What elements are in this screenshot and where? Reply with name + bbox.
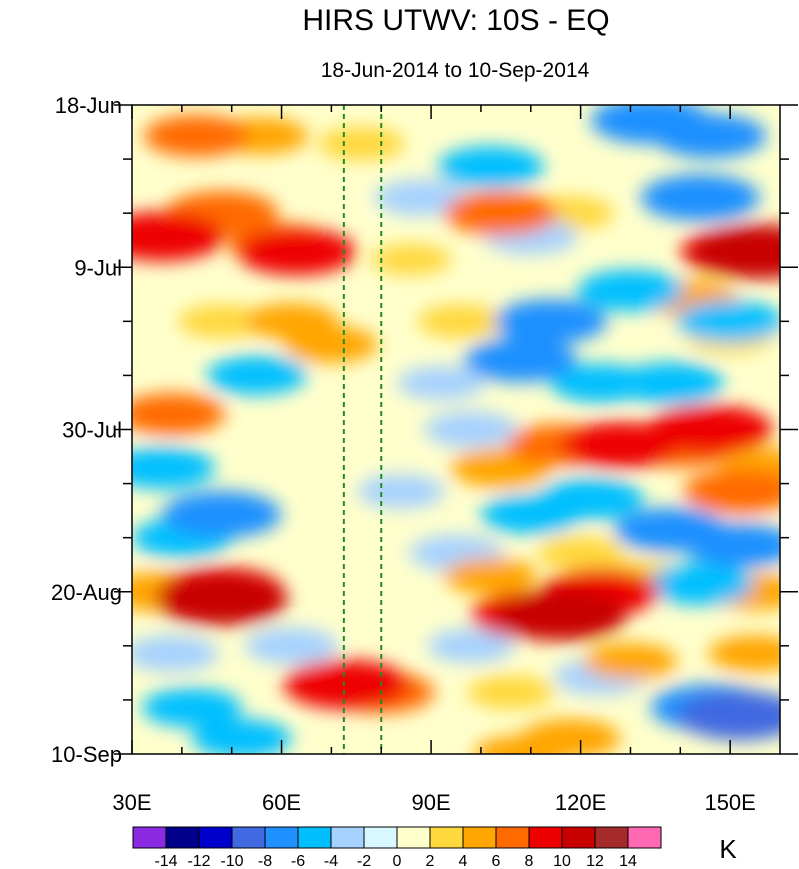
plot-area (132, 105, 780, 754)
anomaly-feature-49 (647, 563, 754, 605)
anomaly-feature-55 (494, 299, 608, 344)
y-tick-label-3: 20-Aug (51, 580, 122, 605)
colorbar-label-9: 4 (459, 853, 468, 869)
anomaly-feature-28 (206, 355, 307, 395)
axes: 30E 60E 90E 120E 150E 18-Jun 9-Jul 30-Jul 20-Aug… (51, 93, 798, 815)
colorbar-label-12: 10 (553, 853, 571, 869)
colorbar-swatch-14 (594, 826, 629, 849)
colorbar-swatch-10 (462, 826, 497, 849)
colorbar-label-13: 12 (586, 853, 604, 869)
colorbar-swatch-5 (297, 826, 332, 849)
x-tick-label-1: 60E (262, 790, 301, 815)
x-tick-label-3: 120E (555, 790, 606, 815)
anomaly-feature-73 (155, 573, 288, 626)
colorbar-label-3: -8 (258, 853, 272, 869)
colorbar-swatch-9 (429, 826, 464, 849)
x-tick-label-0: 30E (112, 790, 151, 815)
anomaly-feature-22 (444, 558, 538, 595)
anomaly-feature-14 (284, 326, 379, 363)
colorbar-label-7: 0 (393, 853, 402, 869)
colorbar: -14 -12 -10 -8 -6 -4 -2 0 2 4 6 8 10 12 14 (132, 826, 662, 869)
anomaly-feature-72 (677, 690, 780, 741)
colorbar-swatch-6 (330, 826, 365, 849)
y-tick-label-4: 10-Sep (51, 742, 122, 767)
anomaly-feature-46 (617, 362, 724, 404)
anomaly-feature-11 (357, 474, 445, 509)
anomaly-feature-31 (141, 688, 242, 728)
colorbar-units-label: K (719, 834, 737, 864)
anomaly-feature-70 (283, 659, 410, 710)
x-tick-label-4: 150E (704, 790, 755, 815)
anomaly-feature-45 (577, 269, 684, 312)
anomaly-feature-62 (590, 105, 710, 144)
anomaly-feature-56 (464, 337, 578, 383)
anomaly-feature-47 (677, 300, 780, 343)
y-tick-label-1: 9-Jul (74, 255, 122, 280)
reference-lines (342, 105, 383, 754)
anomaly-feature-71 (647, 404, 773, 455)
x-tick-label-2: 90E (411, 790, 450, 815)
anomaly-feature-58 (683, 523, 780, 568)
anomaly-feature-16 (244, 627, 339, 664)
anomaly-feature-44 (437, 146, 545, 188)
colorbar-label-11: 8 (525, 853, 534, 869)
anomaly-feature-38 (143, 115, 250, 157)
anomaly-feature-74 (494, 588, 627, 641)
colorbar-swatch-4 (264, 826, 299, 849)
anomaly-feature-8 (467, 675, 555, 710)
colorbar-swatch-0 (132, 826, 167, 849)
anomaly-feature-5 (417, 304, 505, 339)
anomaly-feature-18 (424, 411, 518, 448)
anomaly-feature-0 (370, 243, 452, 276)
anomaly-feature-10 (317, 126, 405, 161)
anomaly-feature-60 (162, 491, 282, 538)
colorbar-label-1: -12 (187, 853, 210, 869)
anomaly-feature-27 (708, 635, 780, 672)
anomaly-feature-59 (236, 228, 357, 276)
anomaly-feature-32 (191, 719, 292, 754)
anomaly-feature-2 (397, 366, 485, 400)
chart-title: HIRS UTWV: 10S - EQ (302, 4, 609, 37)
anomaly-feature-6 (537, 536, 625, 570)
colorbar-swatch-11 (495, 826, 530, 849)
colorbar-label-8: 2 (426, 853, 435, 869)
anomaly-feature-40 (132, 393, 226, 435)
colorbar-swatch-3 (231, 826, 266, 849)
anomaly-feature-63 (640, 174, 760, 222)
y-tick-label-2: 30-Jul (62, 418, 122, 443)
colorbar-label-14: 14 (619, 853, 637, 869)
anomaly-feature-15 (132, 635, 219, 672)
colorbar-label-6: -2 (357, 853, 371, 869)
anomaly-field (132, 105, 780, 754)
colorbar-label-2: -10 (220, 853, 243, 869)
anomaly-feature-1 (178, 304, 266, 339)
colorbar-swatch-12 (528, 826, 563, 849)
colorbar-swatch-8 (396, 826, 431, 849)
colorbar-swatch-13 (561, 826, 596, 849)
anomaly-feature-19 (374, 179, 468, 216)
y-tick-label-0: 18-Jun (55, 93, 122, 118)
anomaly-feature-75 (690, 224, 780, 280)
colorbar-label-10: 6 (492, 853, 501, 869)
colorbar-swatch-7 (363, 826, 398, 849)
anomaly-feature-41 (132, 447, 216, 489)
anomaly-feature-37 (520, 719, 621, 754)
anomaly-feature-68 (132, 211, 225, 261)
colorbar-swatch-2 (198, 826, 233, 849)
colorbar-label-4: -6 (291, 853, 305, 869)
colorbar-swatch-1 (165, 826, 200, 849)
anomaly-feature-9 (427, 628, 515, 663)
colorbar-label-0: -14 (154, 853, 177, 869)
anomaly-feature-48 (537, 478, 644, 520)
colorbar-swatch-15 (627, 826, 662, 849)
anomaly-feature-52 (683, 469, 780, 514)
chart-subtitle: 18-Jun-2014 to 10-Sep-2014 (321, 59, 590, 82)
anomaly-feature-25 (583, 643, 678, 680)
colorbar-label-5: -4 (324, 853, 338, 869)
anomaly-feature-53 (444, 191, 558, 236)
